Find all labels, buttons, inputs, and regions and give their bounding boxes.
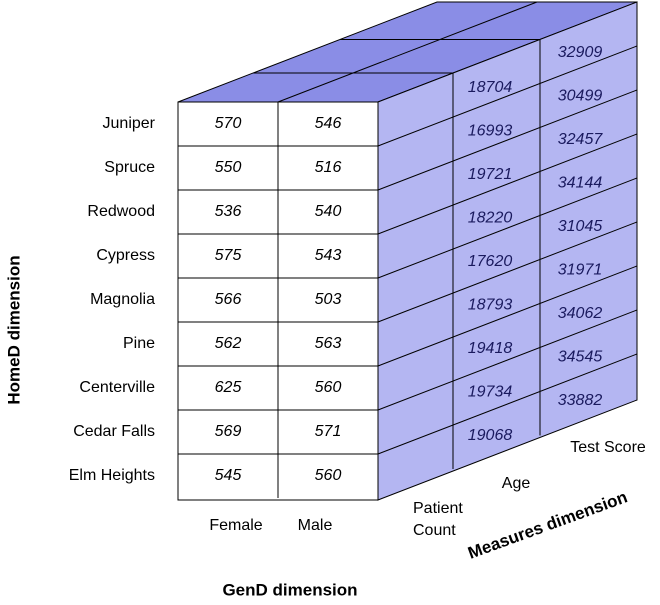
row-label: Cedar Falls xyxy=(73,423,155,440)
age-value: 18793 xyxy=(468,297,513,314)
cell-value: 545 xyxy=(215,467,242,484)
cell-value: 563 xyxy=(315,335,342,352)
cell-value: 571 xyxy=(315,423,342,440)
cell-value: 516 xyxy=(315,159,342,176)
cell-value: 575 xyxy=(215,247,242,264)
age-value: 18220 xyxy=(468,210,513,227)
grid-line xyxy=(277,1,538,103)
column-label: Male xyxy=(298,517,333,534)
row-label: Juniper xyxy=(103,115,156,132)
age-value: 17620 xyxy=(468,253,513,270)
row-dimension: HomeD dimension xyxy=(4,255,23,404)
test-score-value: 34545 xyxy=(558,349,603,366)
grid xyxy=(178,1,638,498)
cell-value: 503 xyxy=(315,291,342,308)
grid-line xyxy=(377,221,638,323)
cell-value: 546 xyxy=(315,115,342,132)
age-value: 19734 xyxy=(468,384,513,401)
grid-line xyxy=(377,309,638,411)
cell-value: 560 xyxy=(315,467,342,484)
test-score-value: 30499 xyxy=(558,88,603,105)
grid-line xyxy=(377,133,638,235)
cell-value: 543 xyxy=(315,247,342,264)
grid-line xyxy=(377,89,638,191)
column-dimension: GenD dimension xyxy=(222,580,357,599)
test-score-value: 34144 xyxy=(558,175,603,192)
test-score-value: 33882 xyxy=(558,392,603,409)
labels: Juniper 570 546 18704 32909 Spruce 550 516 16993… xyxy=(69,44,604,484)
test-score-value: 31971 xyxy=(558,262,603,279)
grid-line xyxy=(377,177,638,279)
test-score-value: 32457 xyxy=(558,131,604,148)
row-label: Pine xyxy=(123,335,155,352)
measure-dimension: Measures dimension xyxy=(465,487,630,562)
cell-value: 540 xyxy=(315,203,342,220)
cell-value: 625 xyxy=(215,379,242,396)
cell-value: 560 xyxy=(315,379,342,396)
age-value: 19068 xyxy=(468,427,513,444)
row-label: Magnolia xyxy=(90,291,155,308)
test-score-value: 32909 xyxy=(558,44,603,61)
cell-value: 562 xyxy=(215,335,242,352)
cell-value: 569 xyxy=(215,423,242,440)
age-value: 19418 xyxy=(468,340,513,357)
grid-line xyxy=(377,265,638,367)
cell-value: 536 xyxy=(215,203,242,220)
measure-label: Test Score xyxy=(570,439,646,456)
measure-label: Patient Count xyxy=(413,500,463,539)
row-label: Centerville xyxy=(79,379,155,396)
row-label: Elm Heights xyxy=(69,467,155,484)
row-label: Spruce xyxy=(104,159,155,176)
row-label: Cypress xyxy=(96,247,155,264)
cell-value: 550 xyxy=(215,159,242,176)
age-value: 16993 xyxy=(468,123,513,140)
measure-label: Age xyxy=(502,475,531,492)
test-score-value: 34062 xyxy=(558,305,603,322)
test-score-value: 31045 xyxy=(558,218,603,235)
age-value: 18704 xyxy=(468,79,513,96)
cell-value: 566 xyxy=(215,291,242,308)
column-label: Female xyxy=(209,517,262,534)
row-label: Redwood xyxy=(87,203,155,220)
grid-line xyxy=(377,45,638,147)
age-value: 19721 xyxy=(468,166,513,183)
cell-value: 570 xyxy=(215,115,242,132)
grid-line xyxy=(377,353,638,455)
